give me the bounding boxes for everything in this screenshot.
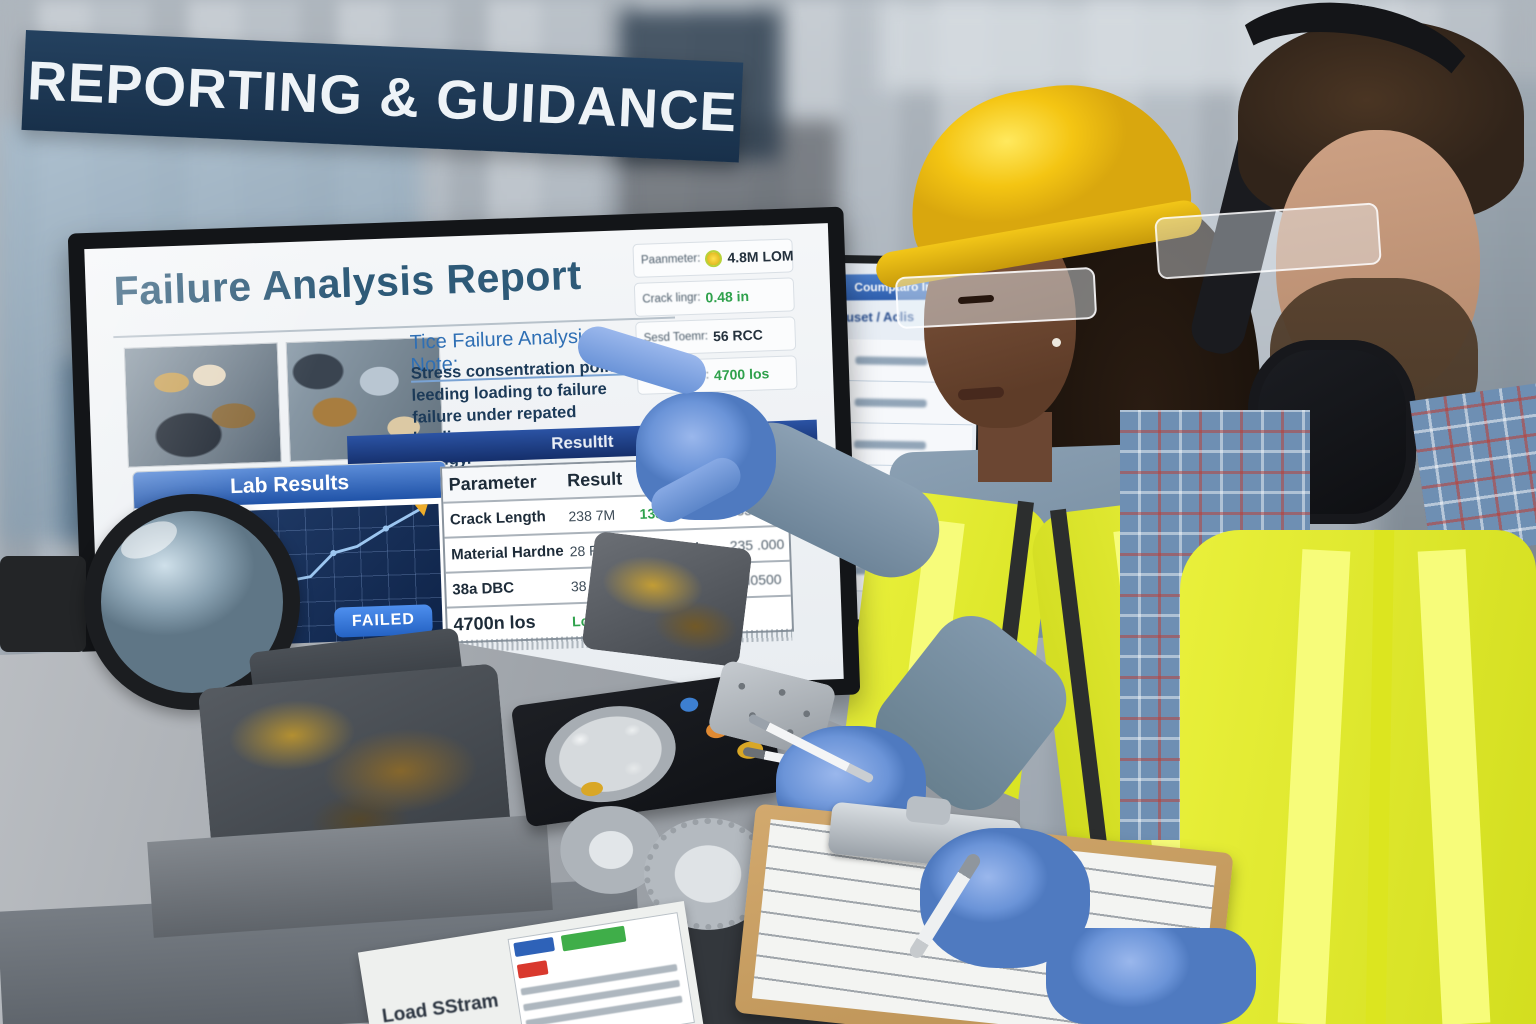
paper-red-cell [516,960,549,979]
paper-green-cell [560,925,627,952]
magnifier-mount-arm [0,556,86,652]
clipboard-clip-lever [905,795,952,826]
man-glove-holding-board [1046,928,1256,1024]
corroded-component [581,530,753,668]
fixture-base-plate [147,814,553,938]
paper-blue-cell [513,936,555,958]
control-dial [536,694,685,814]
paper-title: Load SStram [380,990,500,1024]
blue-button [679,696,700,713]
paper-mini-table [507,912,695,1024]
woman-earring [1052,338,1061,347]
